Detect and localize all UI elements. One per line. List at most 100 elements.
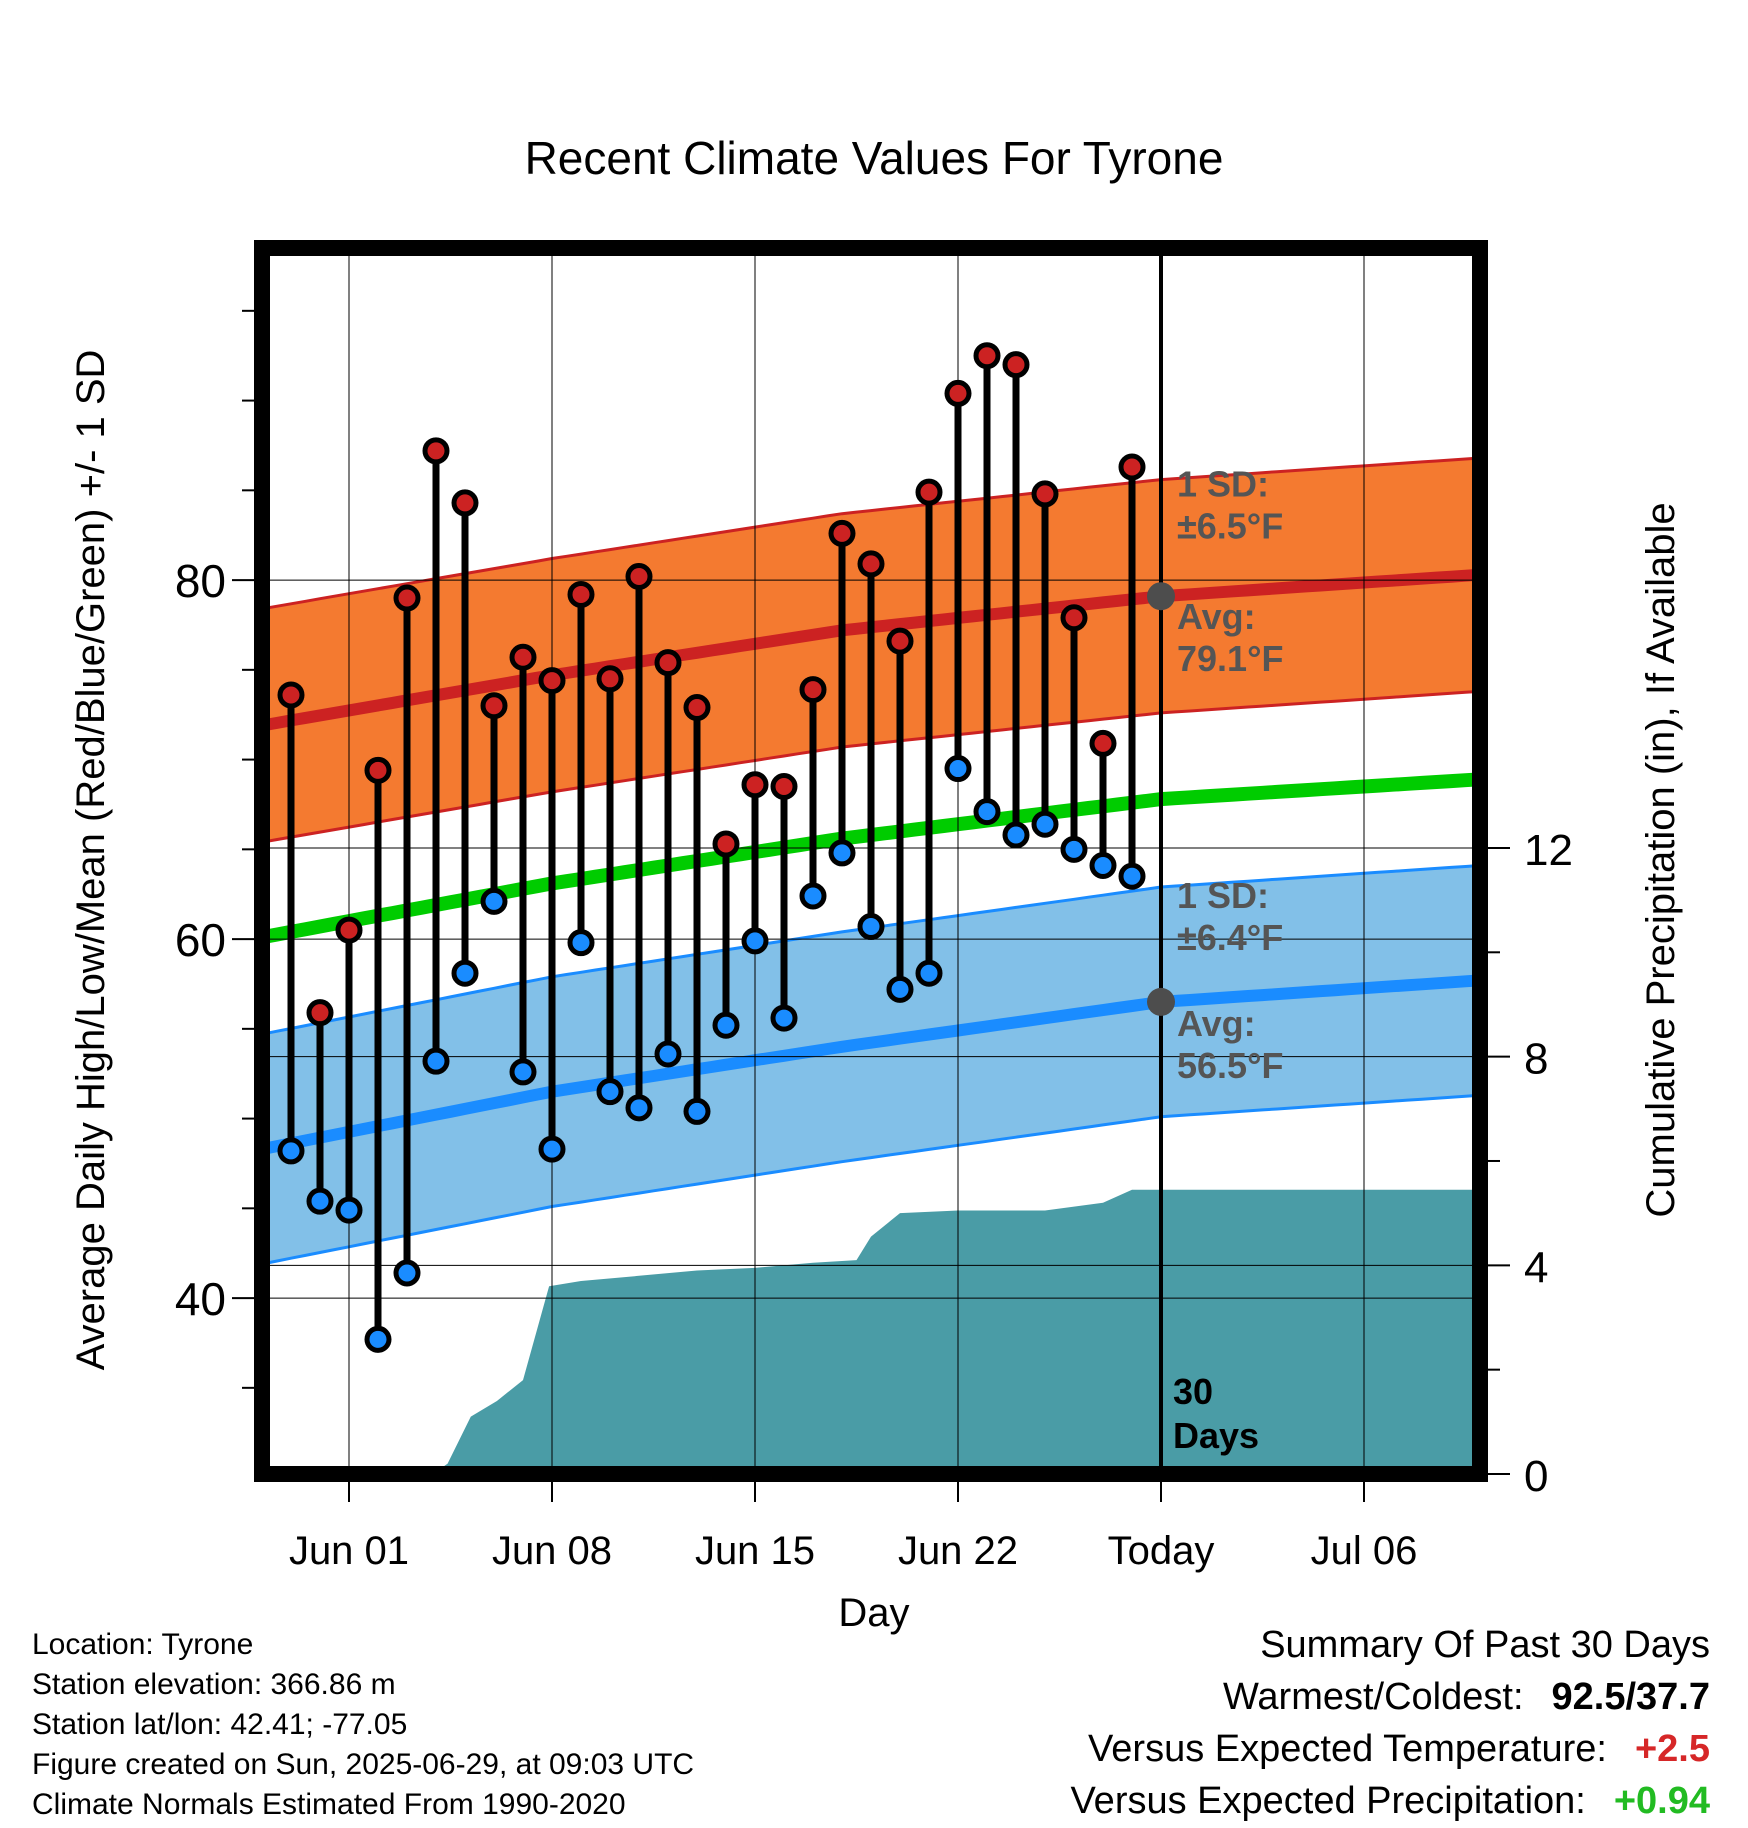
low-sd-annotation: 1 SD: ±6.4°F bbox=[1177, 875, 1283, 958]
normal-low-sd-band bbox=[262, 865, 1480, 1264]
daily-high-point bbox=[712, 830, 740, 858]
daily-high-point bbox=[1118, 453, 1146, 481]
y-axis-label: Average Daily High/Low/Mean (Red/Blue/Gr… bbox=[69, 350, 113, 1371]
daily-low-point bbox=[886, 975, 914, 1003]
footer-normals: Climate Normals Estimated From 1990-2020 bbox=[32, 1788, 626, 1821]
daily-high-point bbox=[625, 562, 653, 590]
daily-low-point bbox=[567, 929, 595, 957]
high-sd-annotation: 1 SD: ±6.5°F bbox=[1177, 464, 1283, 547]
y2-tick-label: 8 bbox=[1524, 1035, 1548, 1084]
daily-low-point bbox=[683, 1097, 711, 1125]
daily-low-point bbox=[944, 755, 972, 783]
daily-low-point bbox=[828, 839, 856, 867]
daily-high-point bbox=[1089, 729, 1117, 757]
daily-low-point bbox=[335, 1196, 363, 1224]
daily-high-point bbox=[480, 692, 508, 720]
x-tick-label: Jun 15 bbox=[695, 1529, 815, 1573]
summary-temp-label: Versus Expected Temperature: bbox=[1088, 1728, 1607, 1770]
daily-low-point bbox=[1118, 862, 1146, 890]
daily-high-point bbox=[1060, 604, 1088, 632]
x-tick-label: Today bbox=[1108, 1529, 1215, 1573]
y-tick-label: 60 bbox=[175, 914, 226, 966]
daily-low-point bbox=[393, 1259, 421, 1287]
y2-axis-label: Cumulative Precipitation (in), If Availa… bbox=[1639, 502, 1683, 1217]
plot-frame bbox=[254, 240, 1488, 1482]
daily-high-point bbox=[944, 379, 972, 407]
x-axis-label: Day bbox=[838, 1591, 909, 1635]
cumulative-precip-area bbox=[433, 1189, 1481, 1474]
daily-low-point bbox=[364, 1325, 392, 1353]
daily-low-point bbox=[277, 1137, 305, 1165]
daily-high-point bbox=[451, 489, 479, 517]
daily-low-point bbox=[915, 959, 943, 987]
daily-high-point bbox=[538, 667, 566, 695]
axes: 40 60 80 0 4 8 12 Jun 01 Jun 08 Jun 15 Jun 22 Today… bbox=[175, 240, 1573, 1573]
summary-precip-value: +0.94 bbox=[1613, 1780, 1710, 1822]
daily-high-point bbox=[828, 519, 856, 547]
daily-low-point bbox=[451, 959, 479, 987]
daily-low-point bbox=[596, 1078, 624, 1106]
daily-high-point bbox=[422, 437, 450, 465]
y2-tick-label: 4 bbox=[1524, 1243, 1548, 1292]
summary-warm-cold-label: Warmest/Coldest: bbox=[1222, 1676, 1524, 1718]
daily-high-point bbox=[973, 342, 1001, 370]
daily-high-point bbox=[857, 550, 885, 578]
daily-low-point bbox=[509, 1058, 537, 1086]
x-tick-label: Jul 06 bbox=[1311, 1529, 1418, 1573]
daily-low-point bbox=[654, 1040, 682, 1068]
daily-high-point bbox=[799, 676, 827, 704]
daily-high-point bbox=[567, 580, 595, 608]
daily-high-point bbox=[915, 478, 943, 506]
footer-created: Figure created on Sun, 2025-06-29, at 09… bbox=[32, 1748, 695, 1781]
daily-high-point bbox=[886, 627, 914, 655]
daily-low-point bbox=[770, 1004, 798, 1032]
today-avg-high-marker bbox=[1147, 582, 1175, 611]
summary-warm-cold-value: 92.5/37.7 bbox=[1551, 1676, 1710, 1718]
summary-temp-value: +2.5 bbox=[1634, 1728, 1710, 1770]
today-avg-low-marker bbox=[1147, 987, 1175, 1016]
low-avg-annotation: Avg: 56.5°F bbox=[1177, 1003, 1283, 1086]
x-tick-label: Jun 22 bbox=[898, 1529, 1018, 1573]
normal-low-lower-sd-line bbox=[261, 1093, 1481, 1266]
summary-warm-cold: Warmest/Coldest: 92.5/37.7 bbox=[1223, 1676, 1710, 1719]
normal-low-mean-line bbox=[260, 974, 1481, 1155]
daily-low-point bbox=[1031, 810, 1059, 838]
daily-high-point bbox=[596, 665, 624, 693]
daily-high-point bbox=[1002, 351, 1030, 379]
y2-tick-label: 0 bbox=[1524, 1452, 1548, 1501]
daily-low-point bbox=[1002, 821, 1030, 849]
days-window-label: 30 Days bbox=[1173, 1371, 1259, 1456]
summary-precip-label: Versus Expected Precipitation: bbox=[1070, 1780, 1586, 1822]
daily-low-point bbox=[741, 927, 769, 955]
x-tick-label: Jun 08 bbox=[492, 1529, 612, 1573]
daily-high-point bbox=[770, 773, 798, 801]
daily-low-point bbox=[480, 887, 508, 915]
footer-location: Location: Tyrone bbox=[32, 1628, 254, 1661]
daily-high-point bbox=[277, 681, 305, 709]
daily-low-point bbox=[1089, 851, 1117, 879]
y-tick-label: 40 bbox=[175, 1273, 226, 1325]
daily-low-point bbox=[422, 1047, 450, 1075]
x-tick-label: Jun 01 bbox=[289, 1529, 409, 1573]
high-avg-annotation: Avg: 79.1°F bbox=[1177, 596, 1283, 679]
y-tick-label: 80 bbox=[175, 555, 226, 607]
daily-high-point bbox=[741, 771, 769, 799]
daily-low-point bbox=[538, 1135, 566, 1163]
daily-high-point bbox=[306, 999, 334, 1027]
footer-elevation: Station elevation: 366.86 m bbox=[32, 1668, 396, 1701]
daily-high-point bbox=[654, 649, 682, 677]
y2-tick-label: 12 bbox=[1524, 826, 1573, 875]
daily-low-point bbox=[625, 1094, 653, 1122]
summary-temperature: Versus Expected Temperature: +2.5 bbox=[1088, 1728, 1710, 1771]
daily-low-point bbox=[973, 798, 1001, 826]
daily-low-point bbox=[799, 882, 827, 910]
daily-high-point bbox=[364, 756, 392, 784]
daily-low-point bbox=[857, 913, 885, 941]
daily-high-point bbox=[393, 584, 421, 612]
daily-low-point bbox=[712, 1011, 740, 1039]
daily-high-point bbox=[509, 643, 537, 671]
daily-high-point bbox=[335, 916, 363, 944]
plot-area: 1 SD: ±6.5°F Avg: 79.1°F 1 SD: ±6.4°F Avg: 56.5… bbox=[260, 248, 1481, 1475]
daily-low-point bbox=[306, 1187, 334, 1215]
